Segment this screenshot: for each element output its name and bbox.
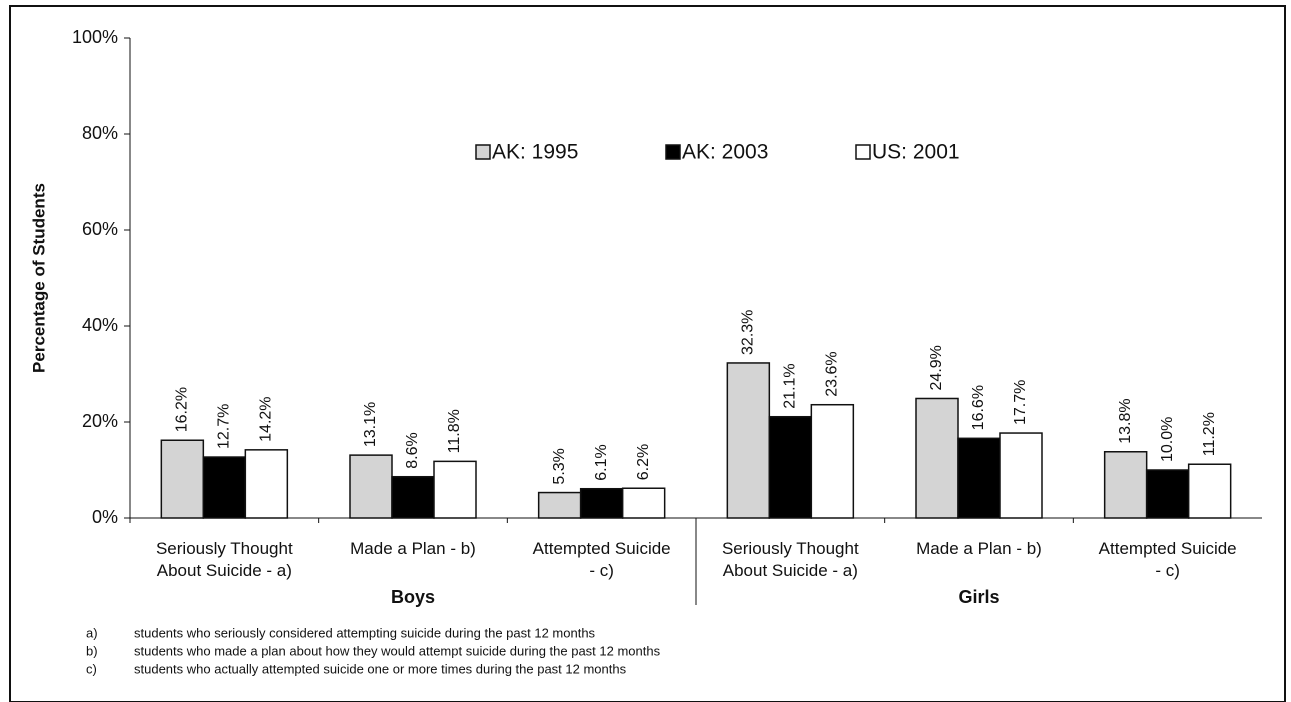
bar: [810, 403, 855, 519]
bar: [1187, 463, 1232, 519]
group-label: Girls: [958, 587, 999, 607]
bar: [349, 454, 393, 519]
y-tick-label: 60%: [82, 219, 118, 239]
legend-label: AK: 2003: [682, 141, 768, 164]
value-label: 10.0%: [1159, 417, 1176, 462]
x-tick-label-box: Made a Plan - b): [916, 539, 1042, 558]
bar: [726, 362, 771, 519]
x-tick-label-box: Seriously Thought About Suicide - a): [155, 539, 293, 580]
x-tick-label-box: Attempted Suicide - c): [532, 539, 671, 580]
value-label: 14.2%: [258, 396, 275, 441]
y-tick-label: 0%: [92, 507, 118, 527]
x-tick-label-box: Attempted Suicide - c): [1098, 539, 1237, 580]
x-tick-label: Made a Plan - b): [350, 539, 476, 558]
footnote-text: students who made a plan about how they …: [134, 643, 661, 658]
value-label: 17.7%: [1012, 380, 1029, 425]
value-label: 23.6%: [824, 351, 841, 396]
legend-swatch: [475, 144, 491, 160]
bar: [957, 437, 1001, 519]
value-label: 11.2%: [1201, 412, 1218, 456]
legend-swatch: [855, 144, 871, 160]
legend-swatch: [665, 144, 681, 160]
frame: [9, 5, 1286, 702]
x-tick-label: Made a Plan - b): [916, 539, 1042, 558]
x-tick-label: Attempted Suicide - c): [1098, 539, 1237, 580]
y-axis-label: Percentage of Students: [29, 183, 48, 373]
bar: [579, 487, 624, 519]
value-label: 11.8%: [446, 409, 463, 453]
bar: [1103, 451, 1148, 519]
legend-label: AK: 1995: [492, 141, 578, 164]
legend-label: US: 2001: [872, 141, 960, 164]
value-label: 13.8%: [1117, 398, 1134, 443]
bar: [915, 397, 959, 519]
value-label: 32.3%: [740, 310, 757, 355]
value-label: 6.2%: [635, 444, 652, 480]
value-label: 13.1%: [362, 402, 379, 447]
value-label: 16.6%: [970, 385, 987, 430]
footnote-marker: c): [86, 661, 97, 676]
bar: [202, 456, 247, 519]
footnote-marker: a): [86, 625, 98, 640]
value-label: 16.2%: [174, 387, 191, 432]
y-tick-label: 20%: [82, 411, 118, 431]
bar: [160, 439, 205, 519]
x-tick-label-box: Seriously Thought About Suicide - a): [721, 539, 859, 580]
value-label: 8.6%: [404, 432, 421, 468]
footnote-text: students who actually attempted suicide …: [134, 661, 627, 676]
group-label: Boys: [391, 587, 435, 607]
bar: [999, 432, 1043, 519]
x-tick-label: Seriously Thought About Suicide - a): [155, 539, 293, 580]
y-tick-label: 40%: [82, 315, 118, 335]
bar: [537, 491, 582, 519]
x-tick-label-box: Made a Plan - b): [350, 539, 476, 558]
value-label: 6.1%: [593, 444, 610, 480]
bar: [768, 415, 813, 519]
bar: [433, 460, 477, 519]
x-tick-label: Seriously Thought About Suicide - a): [721, 539, 859, 580]
bar: [391, 475, 435, 519]
footnote-text: students who seriously considered attemp…: [134, 625, 596, 640]
x-tick-label: Attempted Suicide - c): [532, 539, 671, 580]
bar: [244, 449, 289, 519]
y-tick-label: 100%: [72, 27, 118, 47]
y-tick-label: 80%: [82, 123, 118, 143]
footnote-marker: b): [86, 643, 98, 658]
value-label: 21.1%: [782, 363, 799, 408]
bar: [621, 487, 666, 519]
value-label: 24.9%: [928, 345, 945, 390]
value-label: 5.3%: [551, 448, 568, 484]
bar: [1145, 469, 1190, 519]
value-label: 12.7%: [216, 404, 233, 449]
